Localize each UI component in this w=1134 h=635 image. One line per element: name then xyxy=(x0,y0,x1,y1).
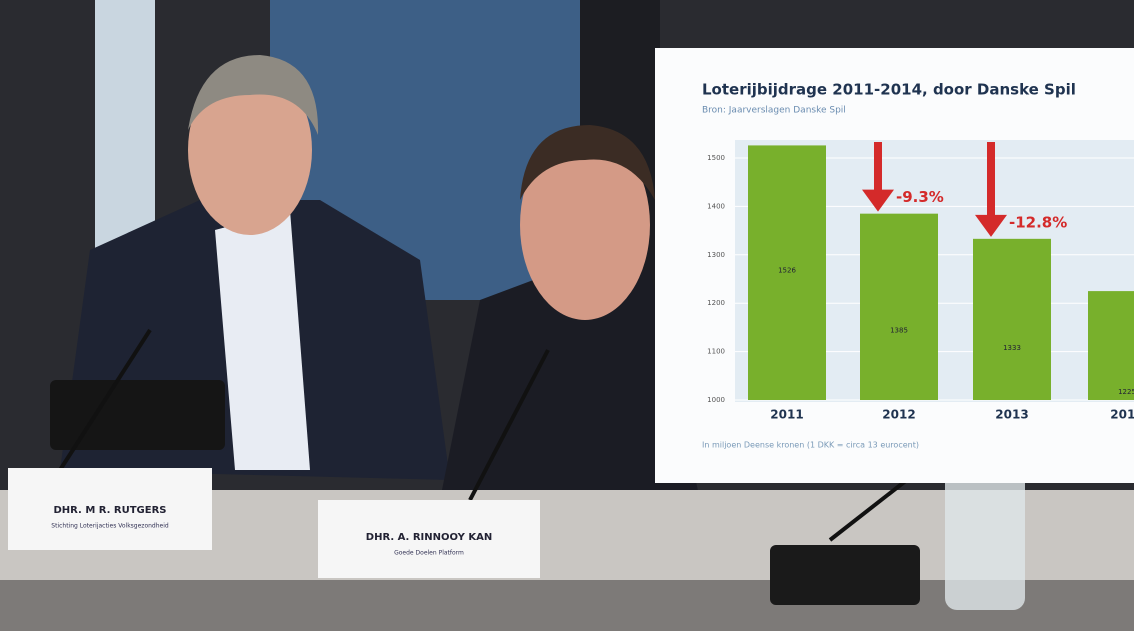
poster-footnote: In miljoen Deense kronen (1 DKK = circa … xyxy=(702,441,919,450)
poster-source: Bron: Jaarverslagen Danske Spil xyxy=(702,106,846,116)
value-label: 1225 xyxy=(1118,388,1134,396)
bar xyxy=(973,239,1051,400)
y-tick-label: 1200 xyxy=(707,299,725,307)
nameplate-name: DHR. M R. RUTGERS xyxy=(53,505,166,516)
scene: DHR. M R. RUTGERS Stichting Loterijactie… xyxy=(0,0,1134,631)
value-label: 1385 xyxy=(890,327,908,335)
change-label: -12.8% xyxy=(1009,213,1067,231)
y-tick-label: 1000 xyxy=(707,396,725,404)
nameplate-org: Stichting Loterijacties Volksgezondheid xyxy=(51,523,169,530)
value-label: 1526 xyxy=(778,266,796,274)
microphone-base xyxy=(770,545,920,605)
x-tick-label: 2013 xyxy=(995,408,1028,422)
value-label: 1333 xyxy=(1003,344,1021,352)
nameplate-org: Goede Doelen Platform xyxy=(394,550,464,557)
y-tick-label: 1400 xyxy=(707,202,725,210)
poster-title: Loterijbijdrage 2011-2014, door Danske S… xyxy=(702,81,1076,99)
water-jug xyxy=(945,470,1025,610)
x-tick-label: 2011 xyxy=(770,408,803,422)
x-tick-label: 2012 xyxy=(882,408,915,422)
nameplate-name: DHR. A. RINNOOY KAN xyxy=(366,532,492,543)
bar xyxy=(860,214,938,400)
bar xyxy=(1088,291,1134,400)
x-tick-label: 2014 xyxy=(1110,408,1134,422)
y-tick-label: 1300 xyxy=(707,251,725,259)
tablet xyxy=(50,380,225,450)
change-label: -9.3% xyxy=(896,188,944,206)
y-tick-label: 1100 xyxy=(707,348,725,356)
y-tick-label: 1500 xyxy=(707,154,725,162)
